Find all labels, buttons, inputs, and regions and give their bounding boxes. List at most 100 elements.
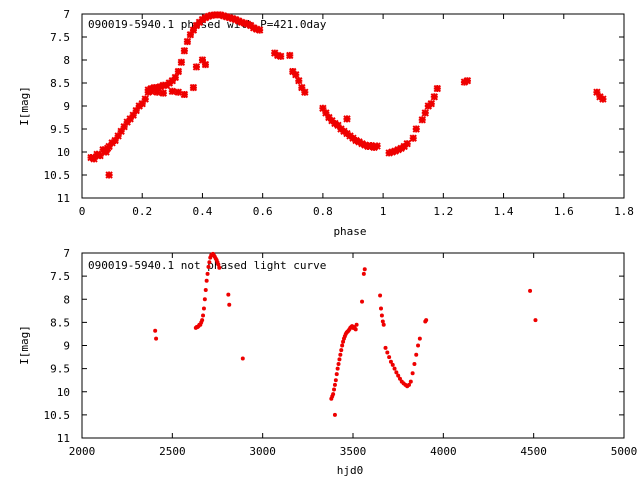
y-tick-label: 8.5 bbox=[50, 316, 70, 329]
data-point bbox=[111, 136, 119, 145]
x-tick-label: 1.4 bbox=[494, 205, 514, 218]
y-tick-label: 7 bbox=[63, 8, 70, 21]
data-point bbox=[174, 88, 183, 96]
data-point bbox=[201, 313, 206, 318]
data-point bbox=[343, 115, 351, 123]
data-point bbox=[301, 88, 309, 96]
data-point bbox=[198, 56, 207, 64]
data-point bbox=[216, 262, 221, 267]
data-point bbox=[200, 318, 205, 323]
y-axis-label: I[mag] bbox=[18, 325, 31, 365]
data-point bbox=[334, 372, 339, 377]
plot-title: 090019-5940.1 phased with P=421.0day bbox=[88, 18, 327, 31]
data-point bbox=[338, 352, 343, 357]
data-point bbox=[189, 26, 198, 34]
data-point bbox=[421, 109, 429, 117]
data-point bbox=[339, 348, 344, 353]
data-point bbox=[234, 17, 243, 25]
data-point bbox=[105, 171, 113, 179]
data-point bbox=[206, 264, 211, 269]
data-point bbox=[362, 267, 367, 272]
y-tick-label: 10.5 bbox=[44, 409, 71, 422]
data-point bbox=[416, 343, 421, 348]
data-point bbox=[117, 127, 125, 136]
data-point bbox=[202, 297, 207, 302]
x-tick-label: 0.4 bbox=[193, 205, 213, 218]
data-point bbox=[132, 106, 140, 115]
data-point bbox=[183, 37, 192, 46]
data-point bbox=[141, 95, 149, 103]
x-tick-label: 4500 bbox=[520, 445, 547, 458]
data-point bbox=[123, 118, 131, 126]
data-point bbox=[331, 392, 336, 397]
data-point bbox=[463, 76, 472, 85]
y-tick-label: 9.5 bbox=[50, 363, 70, 376]
data-point bbox=[360, 299, 365, 304]
data-point bbox=[325, 113, 333, 122]
data-point bbox=[336, 362, 341, 366]
data-point bbox=[249, 24, 258, 32]
x-tick-label: 3500 bbox=[340, 445, 367, 458]
data-point bbox=[226, 292, 231, 297]
data-point bbox=[410, 371, 415, 376]
data-point bbox=[159, 89, 168, 97]
data-point bbox=[334, 121, 342, 130]
y-axis-label: I[mag] bbox=[18, 86, 31, 126]
y-tick-label: 8 bbox=[63, 293, 70, 306]
y-tick-label: 11 bbox=[57, 192, 70, 205]
data-point bbox=[335, 366, 340, 371]
data-point bbox=[340, 343, 345, 348]
x-tick-label: 1.8 bbox=[614, 205, 634, 218]
axis-ticks: 2000 2500 3000 3500 4000 4500 5000 7 7.5 8 8.5 9 9.5… bbox=[44, 247, 638, 458]
data-point bbox=[153, 328, 158, 333]
data-point bbox=[189, 83, 198, 92]
y-tick-label: 7.5 bbox=[50, 31, 70, 44]
data-point bbox=[204, 278, 209, 283]
phased-light-curve-panel: 090019-5940.1 phased with P=421.0day pha… bbox=[18, 8, 634, 238]
data-point bbox=[379, 313, 384, 318]
x-tick-label: 1.2 bbox=[433, 205, 453, 218]
data-point bbox=[102, 148, 110, 156]
data-point bbox=[427, 99, 435, 108]
data-point bbox=[352, 136, 360, 145]
y-tick-label: 8 bbox=[63, 54, 70, 67]
axis-ticks: 0 0.2 0.4 0.6 0.8 1 1.2 1.4 1.6 1.8 7 7.5 8 8.5 9 9.5 10… bbox=[44, 8, 634, 218]
y-tick-label: 8.5 bbox=[50, 77, 70, 90]
data-point bbox=[243, 20, 252, 28]
data-point bbox=[217, 265, 222, 270]
data-point bbox=[408, 379, 413, 384]
data-point bbox=[286, 51, 294, 60]
data-point bbox=[332, 387, 337, 392]
data-point bbox=[373, 142, 381, 150]
y-tick-label: 9.5 bbox=[50, 123, 70, 136]
data-point bbox=[201, 306, 206, 311]
data-point bbox=[358, 140, 366, 148]
x-tick-label: 0.8 bbox=[313, 205, 333, 218]
x-tick-label: 2500 bbox=[159, 445, 186, 458]
data-point bbox=[319, 104, 327, 113]
data-point bbox=[171, 73, 180, 82]
data-point bbox=[90, 155, 98, 163]
data-point bbox=[412, 362, 417, 366]
y-tick-label: 7 bbox=[63, 247, 70, 260]
data-point bbox=[168, 87, 177, 95]
data-point bbox=[292, 71, 300, 79]
data-points bbox=[87, 11, 607, 179]
data-point bbox=[154, 336, 159, 341]
data-point bbox=[390, 362, 395, 367]
data-point bbox=[156, 82, 164, 91]
data-point bbox=[153, 88, 161, 96]
data-point bbox=[460, 78, 469, 86]
data-point bbox=[378, 293, 383, 298]
data-point bbox=[201, 60, 210, 69]
data-point bbox=[396, 373, 401, 378]
data-point bbox=[433, 84, 442, 93]
data-point bbox=[120, 122, 128, 131]
data-point bbox=[412, 125, 420, 133]
data-point bbox=[180, 47, 189, 55]
data-point bbox=[533, 318, 538, 323]
data-point bbox=[418, 116, 426, 124]
x-axis-label: phase bbox=[333, 225, 366, 238]
plot-frame bbox=[81, 252, 625, 439]
